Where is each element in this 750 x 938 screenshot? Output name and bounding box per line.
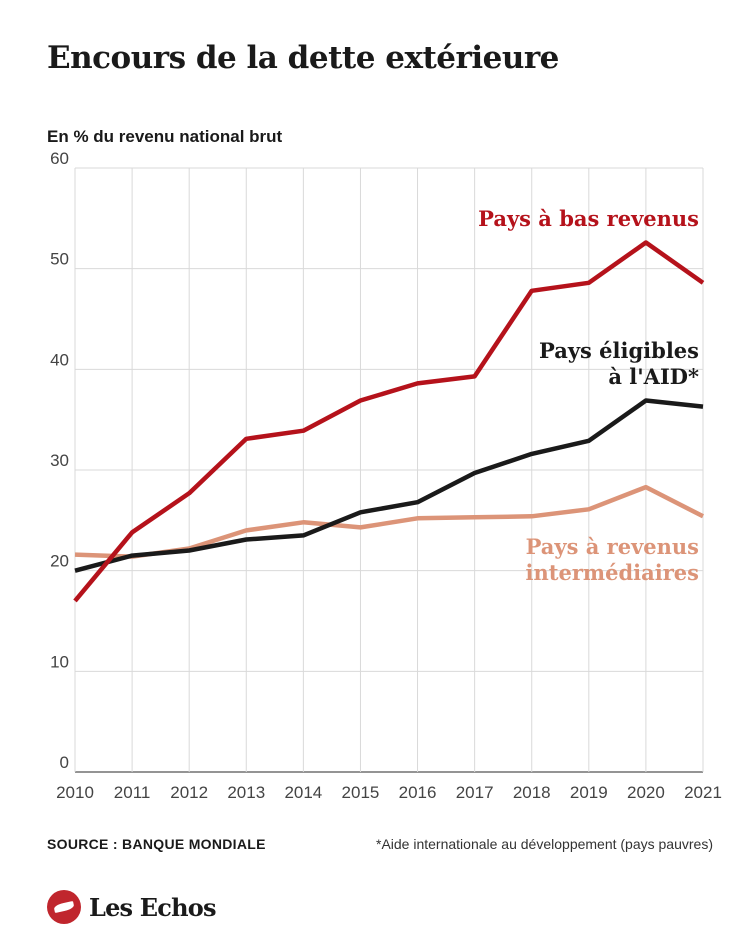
y-tick-label: 50	[50, 250, 69, 269]
series-label-line: Pays à revenus	[526, 534, 699, 559]
series-line	[73, 240, 705, 603]
chart-subtitle: En % du revenu national brut	[47, 127, 283, 146]
x-tick-label: 2014	[284, 783, 322, 802]
chart-title: Encours de la dette extérieure	[47, 40, 559, 76]
x-tick-label: 2021	[684, 783, 722, 802]
les-echos-logo: Les Echos	[47, 890, 216, 924]
y-tick-label: 10	[50, 652, 69, 671]
x-tick-label: 2010	[56, 783, 94, 802]
series-label-line: à l'AID*	[608, 364, 699, 389]
les-echos-emblem-icon	[47, 890, 81, 924]
y-tick-label: 60	[50, 149, 69, 168]
x-tick-label: 2019	[570, 783, 608, 802]
y-tick-label: 20	[50, 552, 69, 571]
grid	[74, 167, 704, 773]
y-tick-label: 40	[50, 350, 69, 369]
series-labels: Pays à bas revenus Pays éligibles à l'AID*…	[478, 206, 699, 585]
x-tick-label: 2017	[456, 783, 494, 802]
series-label-line: Pays éligibles	[539, 338, 699, 363]
x-tick-label: 2018	[513, 783, 551, 802]
series-lines	[73, 240, 705, 603]
series-label: Pays à bas revenus	[478, 206, 699, 231]
series-label: Pays éligibles à l'AID*	[539, 338, 699, 389]
x-tick-label: 2016	[399, 783, 437, 802]
x-tick-label: 2015	[342, 783, 380, 802]
logo-text: Les Echos	[89, 892, 216, 922]
footnote: *Aide internationale au développement (p…	[376, 836, 713, 852]
y-tick-label: 30	[50, 451, 69, 470]
axes: 0 10 20 30 40 50 60 2010 2011 2012 2013 2014 2015 201…	[50, 149, 722, 802]
x-tick-label: 2013	[227, 783, 265, 802]
series-label: Pays à revenus intermédiaires	[526, 534, 699, 585]
x-tick-label: 2020	[627, 783, 665, 802]
source-note: SOURCE : BANQUE MONDIALE	[47, 836, 266, 852]
x-tick-label: 2012	[170, 783, 208, 802]
series-line	[74, 398, 704, 573]
series-label-line: intermédiaires	[526, 560, 699, 585]
series-label-line: Pays à bas revenus	[478, 206, 699, 231]
y-tick-label: 0	[60, 753, 69, 772]
x-tick-label: 2011	[114, 783, 151, 802]
